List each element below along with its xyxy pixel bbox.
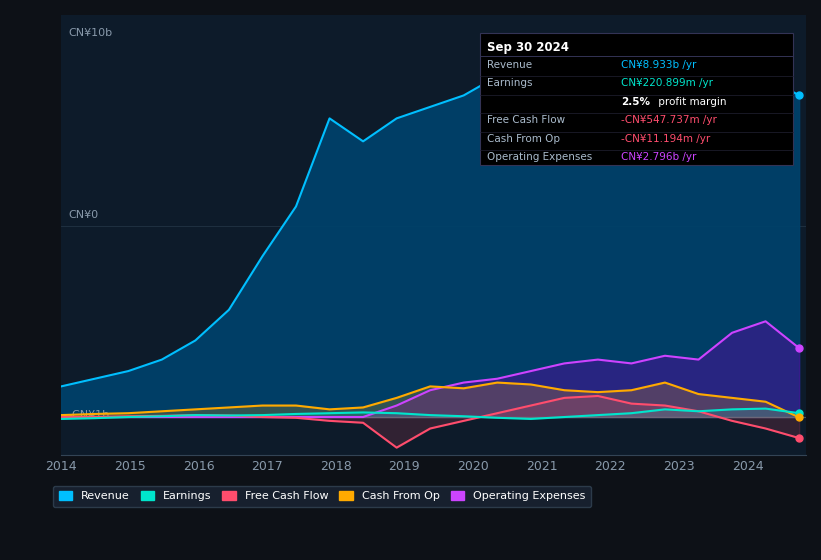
Text: profit margin: profit margin xyxy=(655,97,727,107)
Text: Revenue: Revenue xyxy=(487,60,532,70)
Text: CN¥220.899m /yr: CN¥220.899m /yr xyxy=(621,78,713,88)
FancyBboxPatch shape xyxy=(479,32,792,165)
Text: -CN¥1b: -CN¥1b xyxy=(69,410,110,420)
Text: CN¥0: CN¥0 xyxy=(69,211,99,220)
Text: CN¥10b: CN¥10b xyxy=(69,28,112,38)
Text: Cash From Op: Cash From Op xyxy=(487,134,560,144)
Text: Sep 30 2024: Sep 30 2024 xyxy=(487,41,569,54)
Text: -CN¥547.737m /yr: -CN¥547.737m /yr xyxy=(621,115,718,125)
Text: Earnings: Earnings xyxy=(487,78,533,88)
Text: -CN¥11.194m /yr: -CN¥11.194m /yr xyxy=(621,134,710,144)
Text: Free Cash Flow: Free Cash Flow xyxy=(487,115,566,125)
Text: CN¥8.933b /yr: CN¥8.933b /yr xyxy=(621,60,697,70)
Text: 2.5%: 2.5% xyxy=(621,97,650,107)
Text: Operating Expenses: Operating Expenses xyxy=(487,152,593,162)
Text: CN¥2.796b /yr: CN¥2.796b /yr xyxy=(621,152,697,162)
Legend: Revenue, Earnings, Free Cash Flow, Cash From Op, Operating Expenses: Revenue, Earnings, Free Cash Flow, Cash … xyxy=(53,486,591,507)
